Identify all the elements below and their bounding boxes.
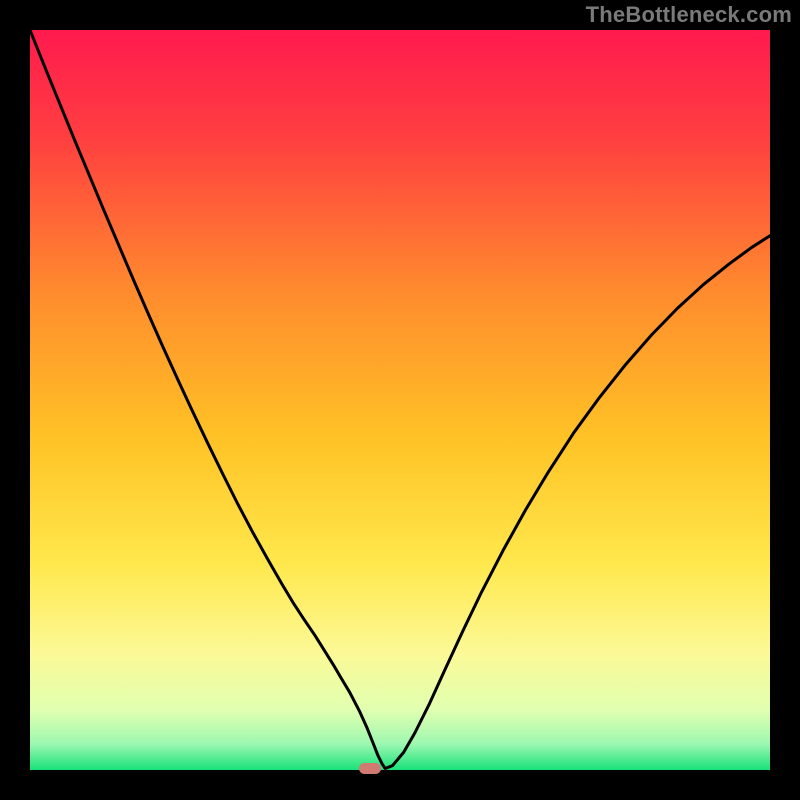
- curve-svg: [30, 30, 770, 770]
- optimum-marker: [359, 763, 381, 773]
- bottleneck-curve: [30, 30, 770, 769]
- watermark-text: TheBottleneck.com: [586, 2, 792, 28]
- plot-area: [30, 30, 770, 770]
- chart-stage: TheBottleneck.com: [0, 0, 800, 800]
